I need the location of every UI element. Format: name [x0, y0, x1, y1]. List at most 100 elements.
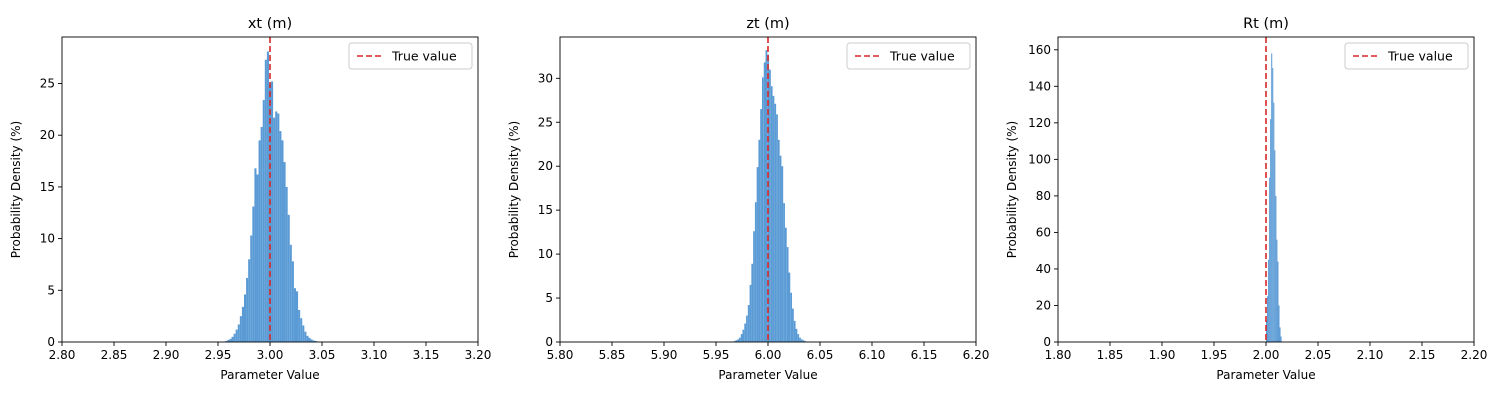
histogram-bar — [233, 333, 236, 342]
x-tick-label: 3.05 — [309, 348, 336, 362]
histogram-bar — [250, 235, 253, 342]
y-tick-label: 10 — [40, 232, 55, 246]
histogram-bar — [246, 277, 249, 342]
histogram-bar — [266, 51, 269, 342]
histogram-bar — [797, 334, 800, 342]
histogram-bar — [744, 323, 747, 342]
y-tick-label: 0 — [545, 335, 553, 349]
histogram-bar — [1266, 320, 1268, 342]
histogram-bar — [279, 131, 282, 342]
histogram-bar — [1271, 53, 1273, 342]
histogram-bar — [1272, 68, 1274, 343]
histogram-bar — [763, 62, 766, 343]
histogram-bar — [738, 337, 741, 342]
histogram-bar — [740, 334, 743, 342]
histogram-bar — [774, 103, 777, 342]
x-tick-label: 6.05 — [807, 348, 834, 362]
histogram-bar — [285, 186, 288, 342]
histogram-panel-zt: 5.80 5.85 5.90 5.95 6.00 6.05 6.10 6.15 6.20 0 5 10… — [507, 16, 989, 382]
histogram-bar — [302, 325, 305, 342]
chart-title: xt (m) — [248, 16, 292, 32]
y-tick-label: 15 — [40, 180, 55, 194]
histogram-bar — [291, 261, 294, 342]
histogram-bar — [314, 340, 317, 342]
histogram-bar — [1275, 195, 1277, 342]
histogram-bars — [225, 51, 319, 343]
histogram-bar — [244, 294, 247, 342]
histogram-bar — [749, 284, 752, 342]
x-axis-label: Parameter Value — [220, 368, 319, 382]
histogram-bar — [786, 247, 789, 342]
histogram-bar — [260, 126, 263, 342]
histogram-bar — [293, 288, 296, 342]
histogram-bar — [304, 331, 307, 342]
y-tick-label: 80 — [1036, 189, 1051, 203]
histogram-bar — [256, 174, 259, 342]
histogram-bars — [733, 50, 807, 343]
x-tick-label: 3.20 — [465, 348, 492, 362]
y-tick-label: 5 — [545, 291, 553, 305]
histogram-bar — [790, 292, 793, 342]
x-axis-label: Parameter Value — [1216, 368, 1315, 382]
histogram-bar — [252, 206, 255, 342]
x-tick-label: 6.00 — [755, 348, 782, 362]
histogram-bar — [799, 337, 801, 342]
x-tick-label: 1.90 — [1149, 348, 1176, 362]
histogram-bar — [237, 324, 240, 342]
y-tick-label: 20 — [40, 128, 55, 142]
legend-label: True value — [1387, 49, 1453, 64]
histogram-bar — [241, 306, 244, 342]
histogram-bar — [781, 166, 784, 342]
histogram-bar — [800, 339, 803, 342]
histogram-bar — [275, 111, 278, 342]
histogram-bar — [262, 100, 265, 342]
histogram-bar — [751, 263, 754, 342]
histogram-bar — [1278, 305, 1280, 342]
y-tick-label: 160 — [1028, 43, 1051, 57]
y-tick-label: 0 — [1043, 335, 1051, 349]
histogram-bar — [300, 318, 303, 342]
histogram-bar — [1276, 239, 1278, 342]
legend-label: True value — [889, 49, 955, 64]
histogram-bar — [306, 335, 309, 342]
x-tick-label: 2.15 — [1409, 348, 1436, 362]
histogram-bar — [248, 259, 251, 342]
y-tick-label: 10 — [538, 247, 553, 261]
x-tick-label: 3.10 — [361, 348, 388, 362]
x-tick-label: 2.20 — [1461, 348, 1488, 362]
legend-box — [1344, 42, 1469, 70]
histogram-bar — [227, 339, 230, 342]
y-tick-label: 120 — [1028, 116, 1051, 130]
y-tick-label: 20 — [538, 159, 553, 173]
x-tick-label: 6.10 — [859, 348, 886, 362]
histogram-bar — [761, 77, 764, 343]
histogram-bar — [747, 305, 750, 342]
histogram-bar — [735, 340, 738, 342]
x-tick-label: 2.00 — [1253, 348, 1280, 362]
y-tick-label: 40 — [1036, 262, 1051, 276]
chart-title: zt (m) — [746, 16, 789, 32]
x-tick-label: 1.80 — [1045, 348, 1072, 362]
x-tick-label: 2.05 — [1305, 348, 1332, 362]
histogram-bar — [1279, 327, 1281, 342]
x-axis-label: Parameter Value — [718, 368, 817, 382]
x-tick-label: 3.00 — [257, 348, 284, 362]
histogram-bar — [765, 50, 768, 343]
histogram-bar — [229, 338, 232, 342]
legend: True value — [846, 42, 971, 70]
histogram-bar — [296, 291, 299, 342]
histogram-bar — [289, 244, 292, 342]
histogram-bar — [1268, 259, 1270, 342]
histogram-bar — [769, 69, 771, 343]
histogram-bar — [792, 308, 794, 342]
x-tick-label: 2.10 — [1357, 348, 1384, 362]
histogram-bar — [754, 202, 757, 342]
histogram-bar — [776, 114, 778, 342]
chart-title: Rt (m) — [1243, 16, 1289, 32]
legend: True value — [348, 42, 473, 70]
y-tick-label: 140 — [1028, 79, 1051, 93]
histogram-bar — [1267, 296, 1269, 342]
histogram-bar — [1273, 102, 1275, 342]
x-tick-label: 3.15 — [413, 348, 440, 362]
y-tick-label: 15 — [538, 203, 553, 217]
